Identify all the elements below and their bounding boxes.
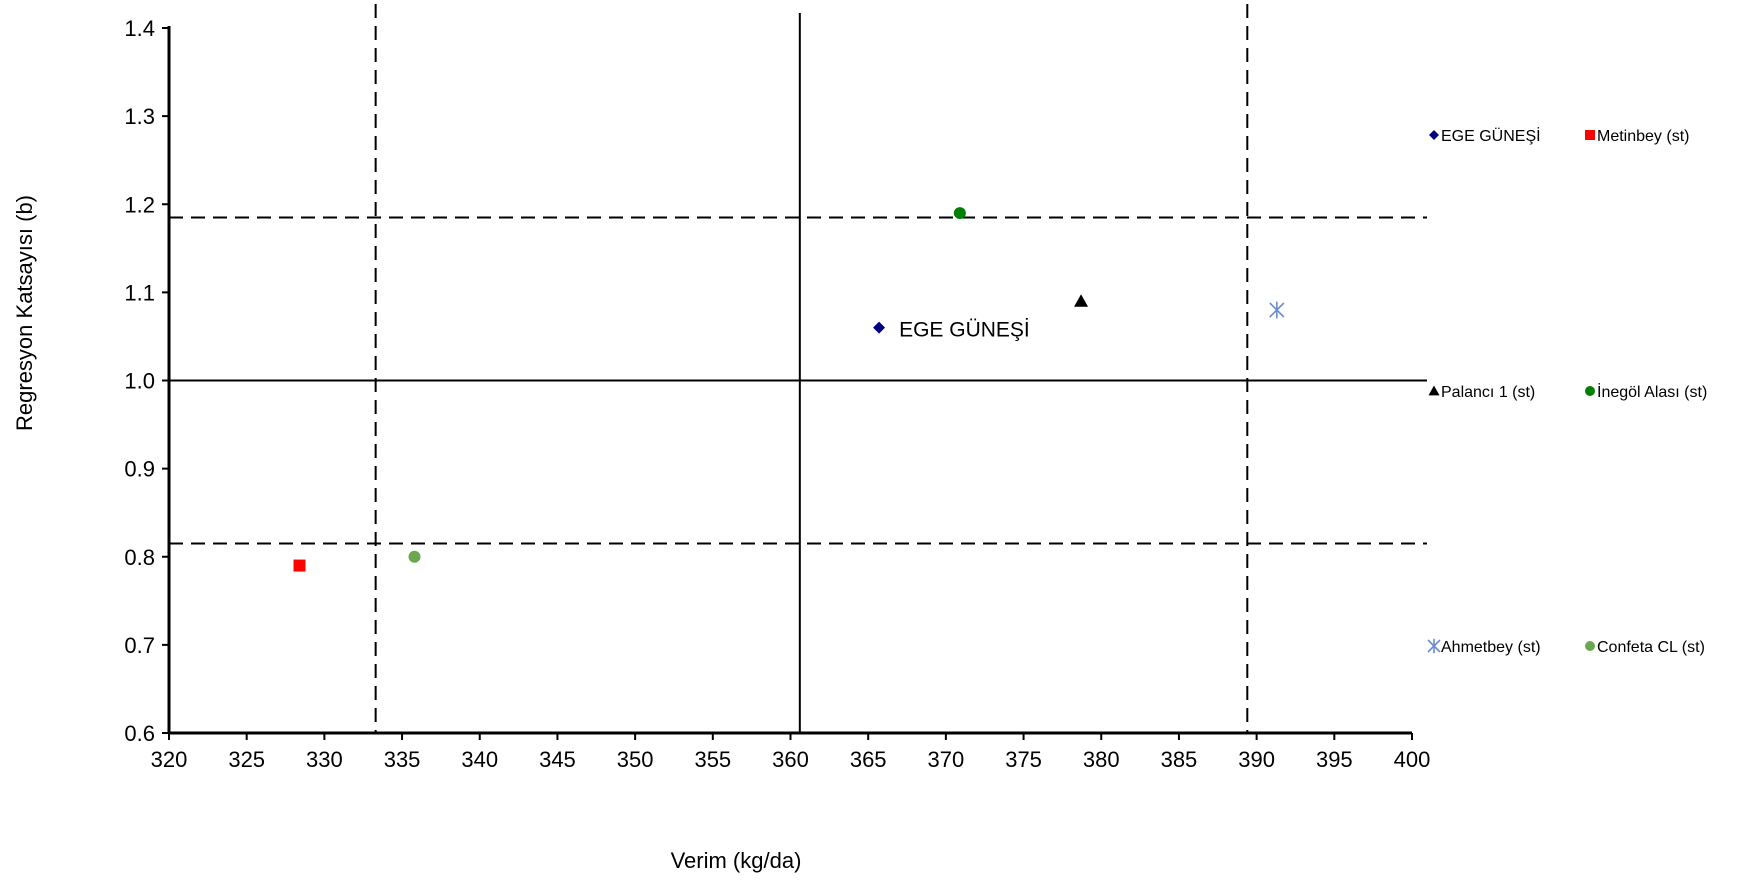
x-tick-label: 365 — [850, 747, 887, 772]
data-point — [1269, 301, 1285, 319]
y-tick-label: 1.0 — [124, 369, 155, 394]
x-tick-label: 355 — [694, 747, 731, 772]
legend-item: Ahmetbey (st) — [1427, 638, 1541, 656]
data-point — [293, 559, 306, 572]
x-tick-label: 350 — [617, 747, 654, 772]
x-tick-label: 385 — [1161, 747, 1198, 772]
y-tick-label: 0.6 — [124, 721, 155, 746]
legend-label: Confeta CL (st) — [1597, 639, 1705, 656]
legend-marker — [1585, 130, 1595, 140]
y-tick-label: 1.1 — [124, 280, 155, 305]
legend-marker — [1429, 130, 1439, 140]
x-axis-ticks: 320 325 330 335 340 345 350 355 360 365 370 375 380 3… — [151, 733, 1431, 772]
x-tick-label: 330 — [306, 747, 343, 772]
legend: EGE GÜNEŞİ Metinbey (st) Palancı 1 (st) İne… — [1427, 126, 1707, 656]
x-tick-label: 390 — [1238, 747, 1275, 772]
y-tick-label: 0.7 — [124, 633, 155, 658]
data-point — [408, 550, 421, 563]
legend-item: İnegöl Alası (st) — [1585, 382, 1707, 401]
legend-item: Metinbey (st) — [1585, 128, 1689, 145]
x-tick-label: 370 — [928, 747, 965, 772]
y-tick-label: 0.8 — [124, 545, 155, 570]
x-tick-label: 335 — [384, 747, 421, 772]
y-tick-label: 1.4 — [124, 16, 155, 41]
x-tick-label: 320 — [151, 747, 188, 772]
x-tick-label: 340 — [461, 747, 498, 772]
x-tick-label: 360 — [772, 747, 809, 772]
legend-label: EGE GÜNEŞİ — [1441, 126, 1541, 145]
legend-item: Palancı 1 (st) — [1428, 384, 1535, 401]
x-tick-label: 325 — [228, 747, 265, 772]
data-point — [953, 207, 966, 220]
legend-marker — [1585, 386, 1595, 396]
legend-item: EGE GÜNEŞİ — [1429, 126, 1541, 145]
data-points — [293, 207, 1285, 572]
reference-lines — [169, 4, 1427, 733]
legend-marker — [1427, 638, 1441, 654]
x-tick-label: 400 — [1394, 747, 1431, 772]
point-annotation: EGE GÜNEŞİ — [899, 319, 1030, 342]
y-axis-title: Regresyon Katsayısı (b) — [12, 195, 37, 431]
y-axis-ticks: 0.6 0.7 0.8 0.9 1.0 1.1 1.2 1.3 1.4 — [124, 16, 169, 746]
legend-label: Palancı 1 (st) — [1441, 384, 1535, 401]
y-tick-label: 0.9 — [124, 457, 155, 482]
data-point — [873, 321, 886, 334]
y-tick-label: 1.3 — [124, 104, 155, 129]
x-tick-label: 345 — [539, 747, 576, 772]
x-tick-label: 380 — [1083, 747, 1120, 772]
x-tick-label: 395 — [1316, 747, 1353, 772]
legend-marker — [1585, 641, 1595, 651]
annotations: EGE GÜNEŞİ — [899, 319, 1030, 342]
x-tick-label: 375 — [1005, 747, 1042, 772]
data-point — [1074, 294, 1089, 307]
y-tick-label: 1.2 — [124, 192, 155, 217]
legend-label: Ahmetbey (st) — [1441, 639, 1541, 656]
legend-marker — [1428, 385, 1440, 396]
x-axis-title: Verim (kg/da) — [671, 848, 802, 873]
legend-label: İnegöl Alası (st) — [1597, 382, 1707, 401]
legend-label: Metinbey (st) — [1597, 128, 1689, 145]
legend-item: Confeta CL (st) — [1585, 639, 1705, 656]
